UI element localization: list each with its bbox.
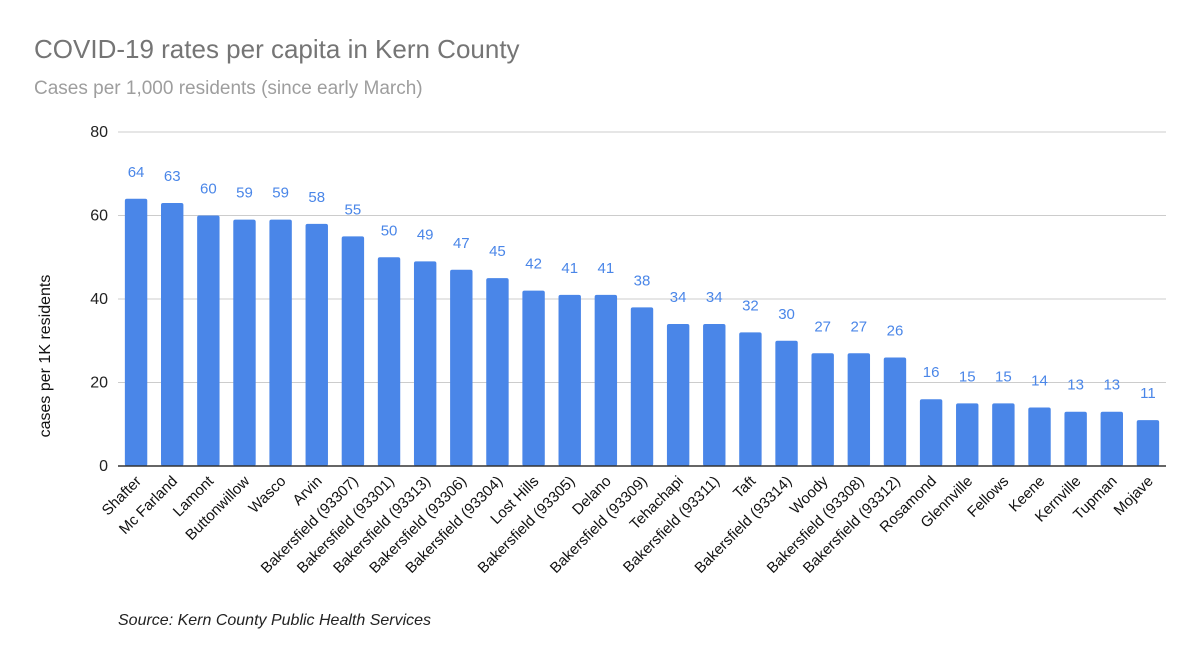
bar [450, 269, 473, 466]
bar [124, 198, 148, 467]
bar [377, 257, 401, 466]
category-label: Wasco [245, 473, 289, 517]
bar [161, 202, 184, 466]
data-label: 34 [706, 289, 723, 306]
data-label: 60 [200, 181, 217, 198]
bar [1028, 407, 1051, 466]
category-label: Mojave [1111, 473, 1157, 519]
data-label: 42 [525, 256, 542, 273]
data-label: 64 [128, 164, 145, 181]
data-label: 45 [489, 243, 506, 260]
y-tick-label: 40 [90, 291, 108, 308]
data-label: 30 [778, 306, 795, 323]
bar [775, 340, 798, 466]
data-label: 26 [887, 322, 904, 339]
data-label: 49 [417, 226, 434, 243]
bar [847, 353, 871, 466]
bar [305, 223, 328, 466]
data-label: 50 [381, 222, 398, 239]
bar [341, 236, 365, 466]
data-label: 58 [308, 189, 325, 206]
category-label: Fellows [964, 473, 1012, 521]
bar [919, 399, 943, 466]
data-label: 16 [923, 364, 940, 381]
data-labels: 64 63 60 59 59 58 55 50 49 47 45 42 41 41 38 34 34 32 30 27… [128, 164, 1156, 402]
data-label: 41 [598, 260, 615, 277]
data-label: 38 [634, 272, 651, 289]
bar [883, 357, 907, 466]
source-note: Source: Kern County Public Health Servic… [118, 612, 432, 629]
bar [666, 324, 690, 466]
bar [197, 215, 220, 466]
bar [1100, 411, 1123, 466]
data-label: 14 [1031, 373, 1048, 390]
data-label: 59 [236, 185, 253, 202]
bar [739, 332, 762, 466]
data-label: 59 [272, 185, 289, 202]
bar [269, 219, 292, 466]
y-tick-label: 20 [90, 375, 108, 392]
data-label: 15 [959, 368, 976, 385]
y-tick-label: 0 [99, 458, 108, 475]
data-label: 11 [1140, 385, 1156, 402]
bar [558, 294, 581, 466]
bar [703, 324, 726, 466]
bar [413, 261, 437, 466]
bar [522, 290, 545, 466]
data-label: 15 [995, 368, 1012, 385]
y-axis-ticks: 0 20 40 60 80 [90, 124, 108, 475]
y-axis-label: cases per 1K residents [37, 275, 54, 438]
data-label: 13 [1103, 377, 1120, 394]
data-label: 34 [670, 289, 687, 306]
data-label: 41 [561, 260, 578, 277]
data-label: 47 [453, 235, 470, 252]
data-label: 32 [742, 297, 759, 314]
category-label: Taft [730, 472, 760, 502]
data-label: 63 [164, 168, 181, 185]
bar [594, 294, 618, 466]
data-label: 27 [850, 318, 867, 335]
data-label: 27 [814, 318, 831, 335]
bar [1064, 411, 1087, 466]
bar [233, 219, 256, 466]
bars [124, 198, 1160, 467]
data-label: 55 [345, 201, 362, 218]
chart-subtitle: Cases per 1,000 residents (since early M… [34, 78, 423, 99]
bar [811, 353, 834, 466]
bar [486, 278, 509, 466]
bar [630, 307, 654, 466]
bar [1136, 420, 1160, 466]
data-label: 13 [1067, 377, 1084, 394]
y-tick-label: 80 [90, 124, 108, 141]
bar [956, 403, 979, 466]
bar [992, 403, 1015, 466]
chart-title: COVID-19 rates per capita in Kern County [34, 34, 520, 64]
y-tick-label: 60 [90, 208, 108, 225]
